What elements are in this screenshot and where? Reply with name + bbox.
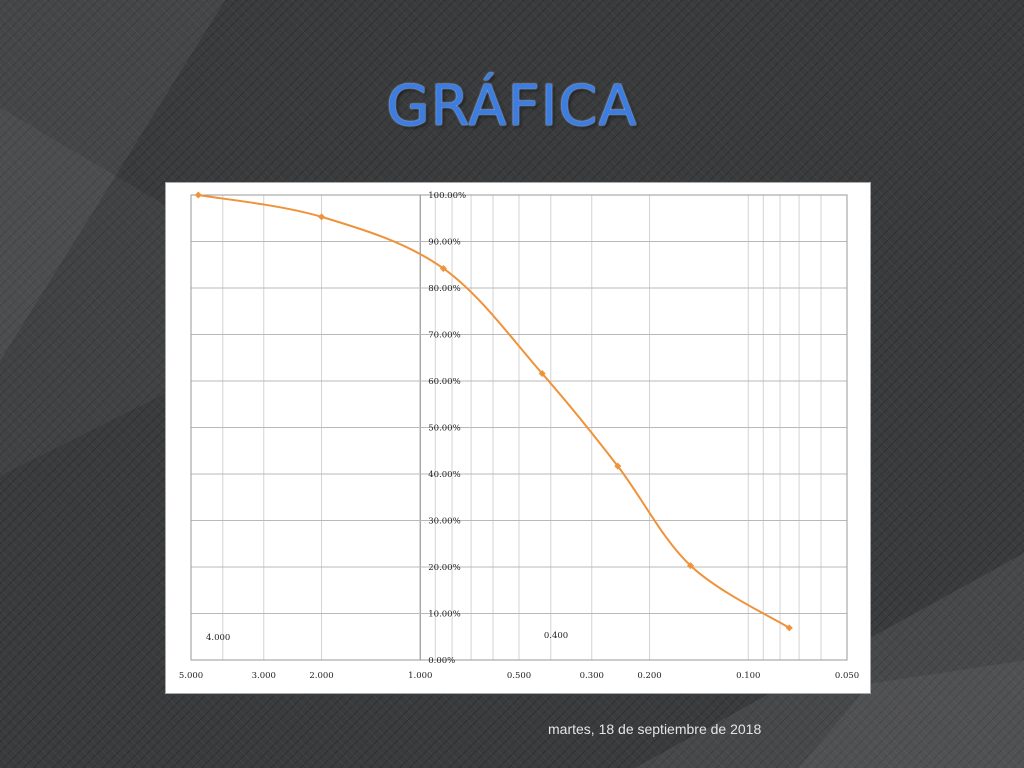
x-tick-label: 0.200	[637, 671, 661, 681]
y-tick-label: 40.00%	[428, 470, 460, 480]
y-tick-label: 20.00%	[428, 563, 460, 573]
grid-layer	[190, 194, 848, 661]
x-tick-label: 5.000	[179, 671, 203, 681]
annotation-label: 4.000	[206, 633, 230, 643]
x-tick-label: 3.000	[252, 671, 276, 681]
slide-title: GRÁFICA	[386, 74, 638, 139]
x-tick-label: 0.500	[507, 671, 531, 681]
y-tick-label: 70.00%	[428, 331, 460, 341]
data-point	[194, 191, 202, 199]
x-tick-label: 1.000	[408, 671, 432, 681]
y-tick-label: 90.00%	[428, 238, 460, 248]
x-tick-label: 0.050	[835, 671, 859, 681]
chart-container: 0.00% 10.00% 20.00% 30.00% 40.00% 50.00% 60.00…	[165, 182, 871, 694]
data-point	[439, 264, 447, 272]
data-point	[318, 213, 326, 221]
y-tick-label: 0.00%	[428, 656, 455, 666]
y-tick-label: 50.00%	[428, 424, 460, 434]
x-tick-label: 0.100	[736, 671, 760, 681]
y-tick-label: 100.00%	[428, 191, 466, 201]
y-tick-label: 10.00%	[428, 610, 460, 620]
x-tick-label: 2.000	[309, 671, 333, 681]
y-tick-label: 80.00%	[428, 284, 460, 294]
y-tick-label: 60.00%	[428, 377, 460, 387]
plot-area-border	[190, 194, 848, 661]
series-line	[198, 194, 790, 629]
footer-date: martes, 18 de septiembre de 2018	[548, 721, 762, 737]
series-layer	[194, 191, 793, 632]
line-chart: 0.00% 10.00% 20.00% 30.00% 40.00% 50.00% 60.00…	[179, 191, 859, 681]
data-point	[538, 370, 546, 378]
data-point	[785, 624, 793, 632]
annotation-label: 0.400	[544, 631, 568, 641]
data-point	[687, 562, 695, 570]
labels-layer: 0.00% 10.00% 20.00% 30.00% 40.00% 50.00% 60.00…	[179, 191, 859, 681]
data-point	[614, 462, 622, 470]
x-tick-label: 0.300	[580, 671, 604, 681]
y-tick-label: 30.00%	[428, 517, 460, 527]
